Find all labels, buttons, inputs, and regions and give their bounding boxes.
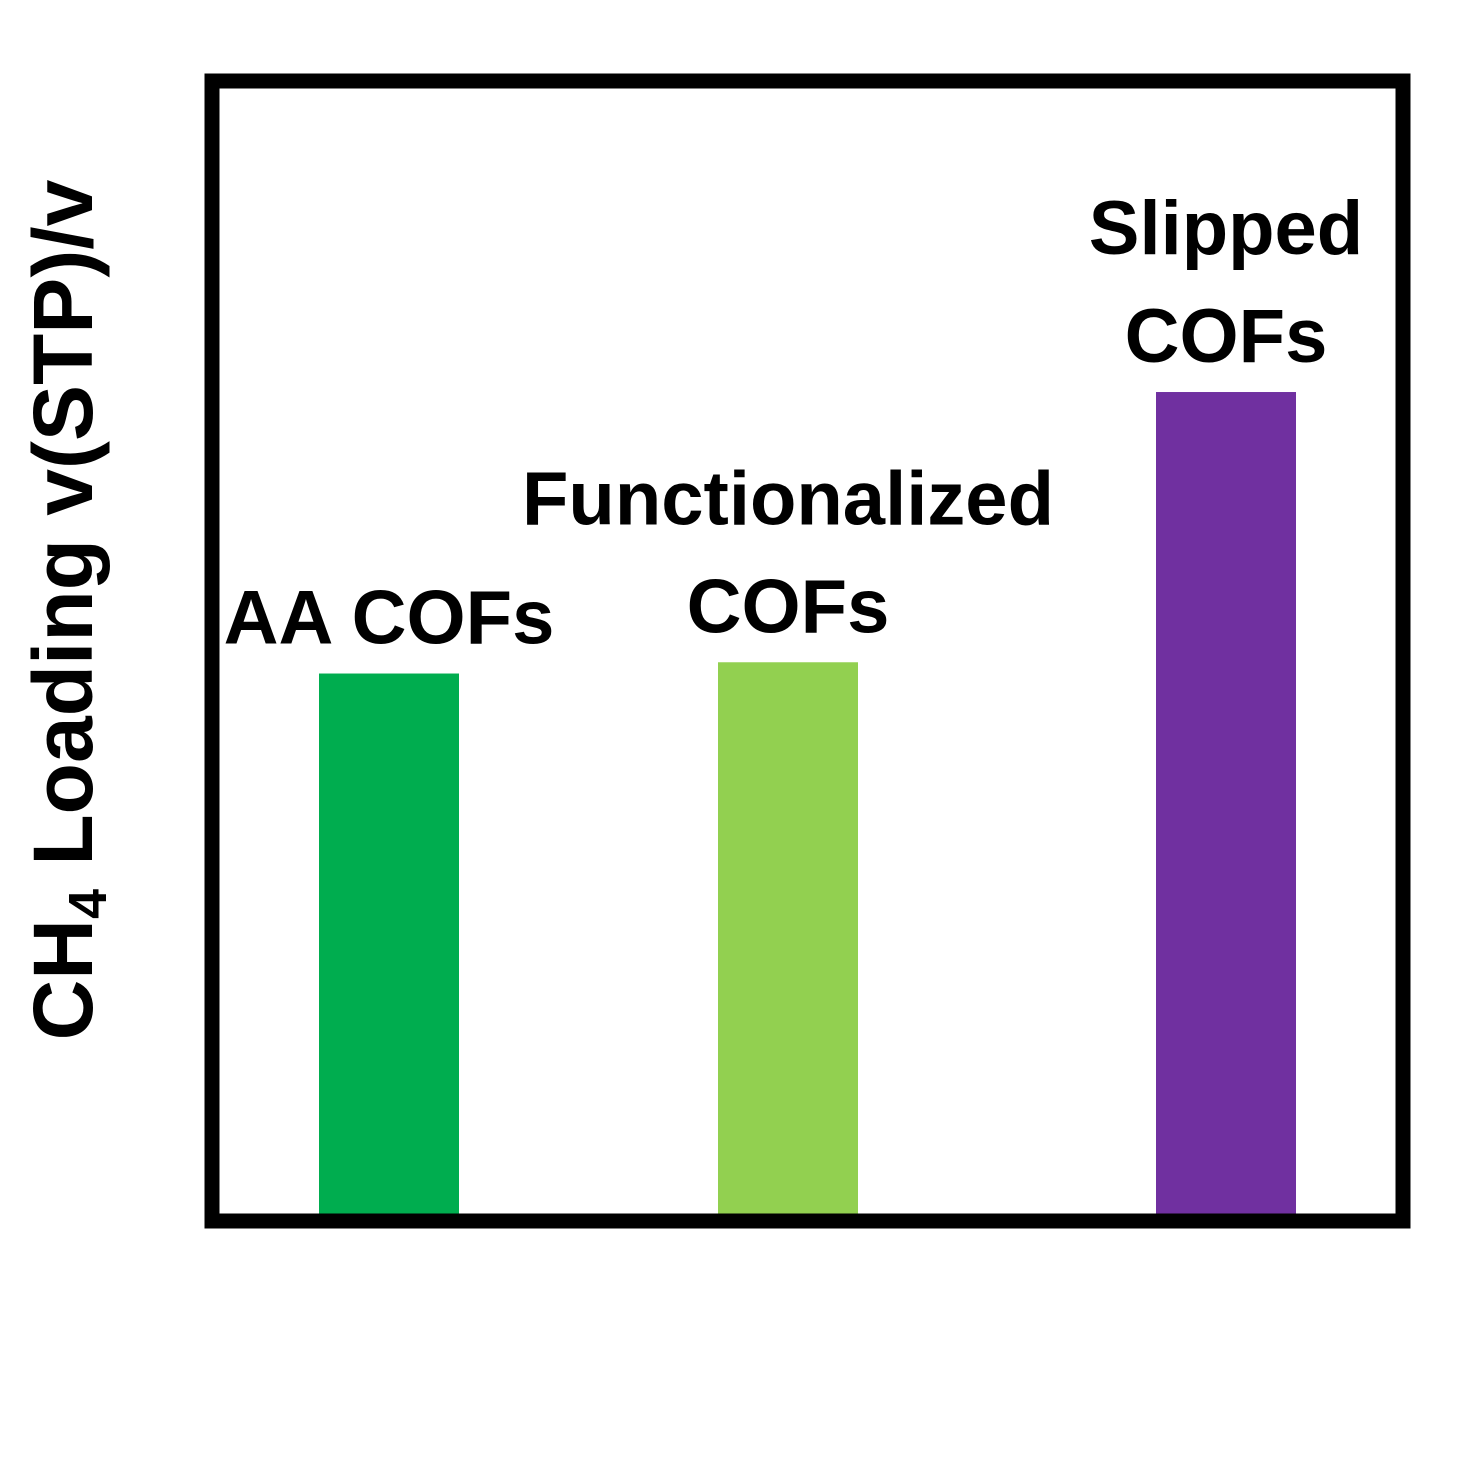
bar-2-label-line-1: Functionalized <box>522 456 1054 541</box>
bar-3-label-line-2: COFs <box>1125 294 1328 379</box>
bar-2 <box>718 662 858 1214</box>
y-axis-label: CH4 Loading v(STP)/v <box>16 179 118 1040</box>
bar-1 <box>319 673 459 1214</box>
bar-3-label-line-1: Slipped <box>1089 186 1363 271</box>
bar-2-label-line-2: COFs <box>687 564 890 649</box>
plot-frame <box>204 73 1411 1229</box>
bar-1-label-line-1: AA COFs <box>224 576 555 661</box>
bars-layer <box>319 392 1296 1214</box>
bar-labels-layer: AA COFs Functionalized COFs Slipped COFs <box>224 186 1364 661</box>
y-axis-label-prefix: CH <box>16 919 110 1040</box>
y-axis-label-suffix: Loading v(STP)/v <box>16 179 110 889</box>
bar-3 <box>1156 392 1296 1214</box>
y-axis-label-subscript: 4 <box>58 889 118 919</box>
